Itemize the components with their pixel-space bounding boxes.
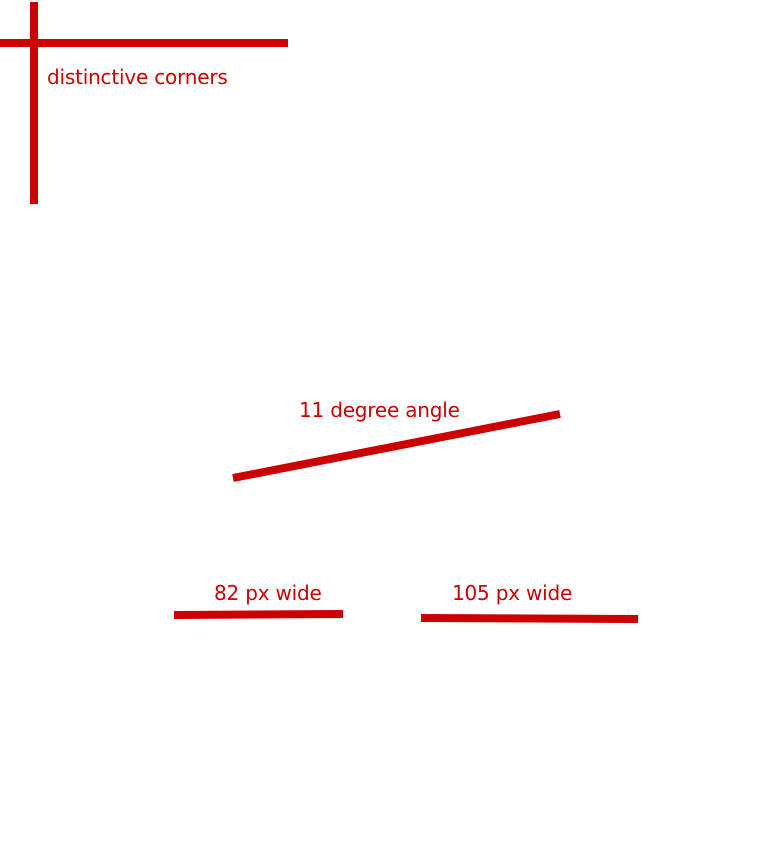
- width-right-label: 105 px wide: [452, 581, 572, 605]
- width-right-line: [420, 614, 639, 623]
- corners-label: distinctive corners: [47, 65, 228, 89]
- angle-label: 11 degree angle: [299, 398, 460, 422]
- corner-vertical-bar: [30, 2, 38, 204]
- width-left-label: 82 px wide: [214, 581, 322, 605]
- angled-line: [232, 410, 561, 482]
- corner-horizontal-bar: [0, 39, 288, 47]
- corner-marker: [0, 2, 288, 204]
- width-left-line: [173, 610, 344, 619]
